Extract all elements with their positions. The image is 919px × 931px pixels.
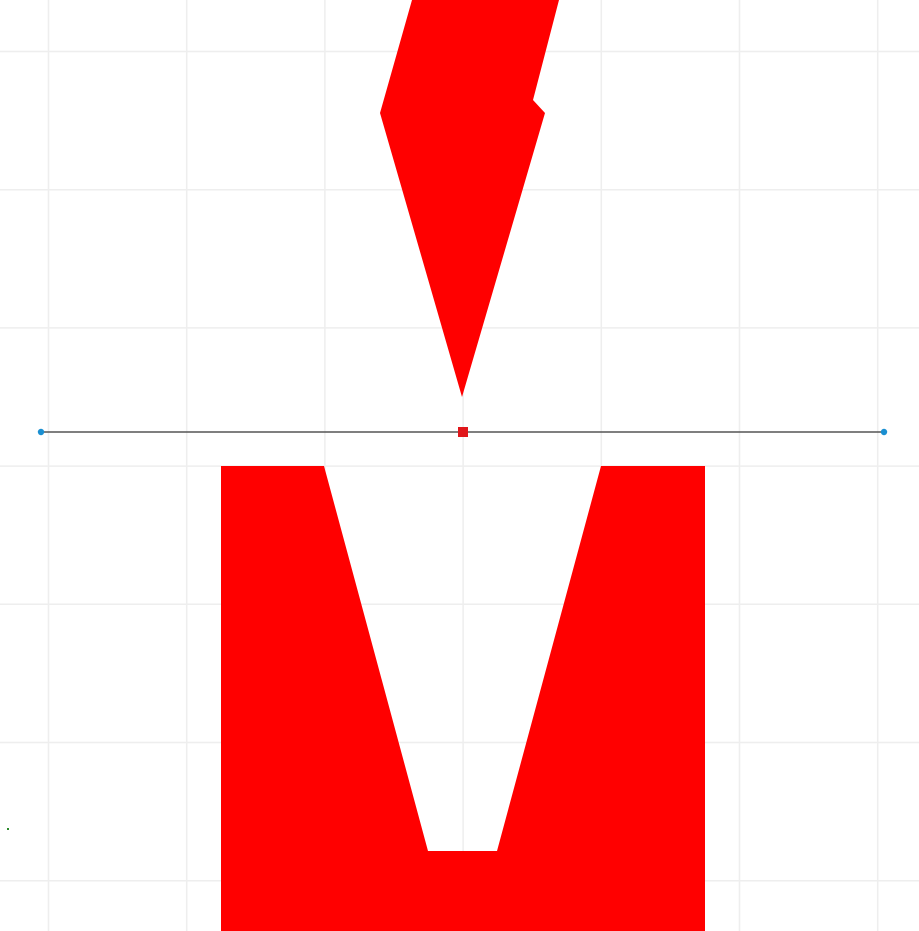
- red-arrowhead-shape[interactable]: [380, 0, 559, 397]
- line-start-handle[interactable]: [37, 428, 45, 436]
- line-end-handle[interactable]: [880, 428, 888, 436]
- red-notch-shape[interactable]: [221, 466, 705, 931]
- selected-line-connector[interactable]: [37, 427, 888, 437]
- stray-dot-mark: [7, 828, 9, 830]
- line-midpoint-handle[interactable]: [458, 427, 468, 437]
